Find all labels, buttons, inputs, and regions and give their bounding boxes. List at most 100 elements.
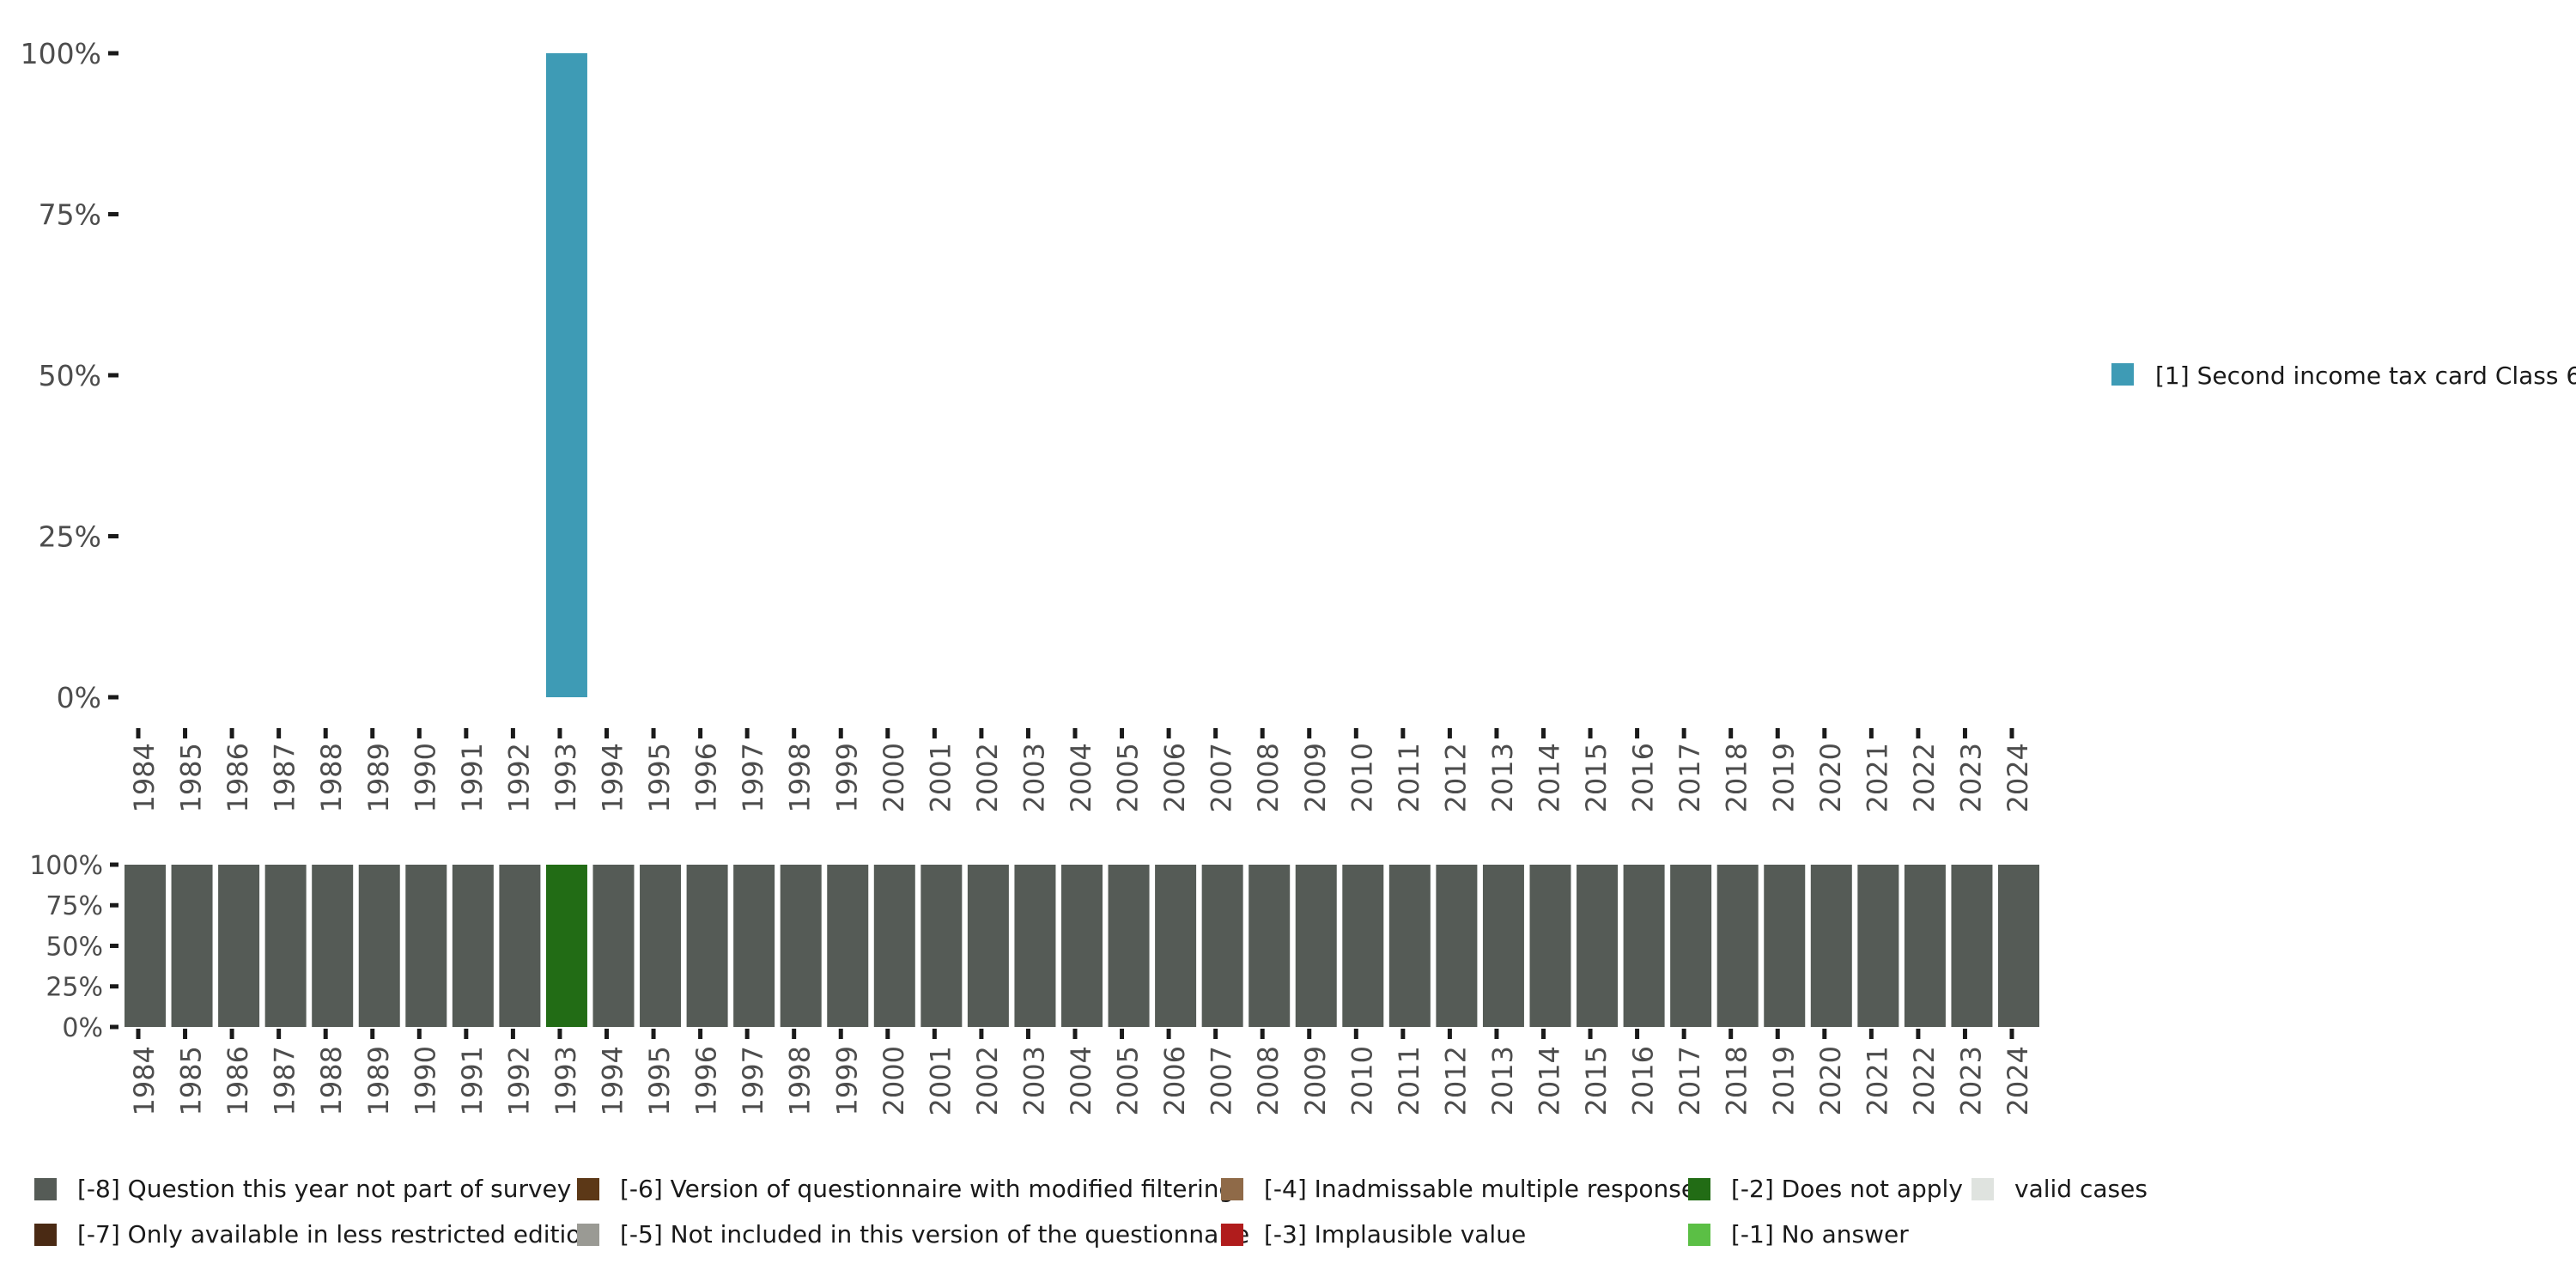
bottom-x-tick-label: 1987 — [269, 1046, 301, 1115]
bottom-x-tick-label: 1994 — [597, 1046, 629, 1115]
top-x-tick-label: 2006 — [1158, 743, 1191, 812]
stacked-bar-1994-0 — [592, 865, 635, 1027]
top-x-tick-label: 1987 — [269, 743, 301, 812]
bottom-x-tick-label: 2003 — [1018, 1046, 1050, 1115]
top-legend: [1] Second income tax card Class 6 — [2111, 361, 2576, 390]
top-x-tick-label: 1994 — [597, 743, 629, 812]
top-x-tick-label: 2015 — [1580, 743, 1613, 812]
legend-label: [-2] Does not apply — [1731, 1175, 1963, 1203]
stacked-bar-2013-0 — [1482, 865, 1524, 1027]
bottom-x-tick-label: 2018 — [1721, 1046, 1753, 1115]
bottom-x-tick-label: 1988 — [315, 1046, 348, 1115]
top-x-tick-label: 2010 — [1346, 743, 1378, 812]
legend-swatch — [2111, 363, 2134, 386]
stacked-bar-1992-0 — [499, 865, 541, 1027]
top-x-tick-label: 2002 — [971, 743, 1004, 812]
bottom-y-tick-label: 25% — [46, 973, 103, 1003]
legend-label: [-5] Not included in this version of the… — [620, 1220, 1249, 1249]
bottom-x-tick-label: 2009 — [1299, 1046, 1332, 1115]
bottom-x-tick-label: 2008 — [1252, 1046, 1285, 1115]
top-x-tick-label: 2004 — [1065, 743, 1097, 812]
bottom-x-tick-label: 2017 — [1674, 1046, 1706, 1115]
top-x-tick-label: 2013 — [1486, 743, 1519, 812]
bottom-x-tick-label: 1991 — [456, 1046, 489, 1115]
legend-label: [1] Second income tax card Class 6 — [2155, 361, 2576, 390]
bottom-x-tick-label: 1997 — [737, 1046, 769, 1115]
bottom-y-tick-label: 75% — [46, 891, 103, 921]
stacked-bar-2006-0 — [1155, 865, 1197, 1027]
stacked-bar-2002-0 — [967, 865, 1009, 1027]
stacked-bar-1997-0 — [733, 865, 775, 1027]
bottom-x-tick-label: 2019 — [1767, 1046, 1800, 1115]
stacked-bar-1996-0 — [686, 865, 728, 1027]
top-x-tick-label: 1989 — [362, 743, 395, 812]
top-x-tick-label: 2011 — [1393, 743, 1425, 812]
bottom-x-tick-label: 1996 — [690, 1046, 723, 1115]
stacked-bar-1986-0 — [218, 865, 260, 1027]
stacked-bar-2015-0 — [1577, 865, 1619, 1027]
bottom-chart-panel: 0% 25% 50% 75% 100% 1984 1985 1986 1987 1988 1989 1… — [29, 851, 2039, 1115]
bottom-x-tick-label: 2001 — [924, 1046, 957, 1115]
bottom-x-tick-label: 2005 — [1112, 1046, 1145, 1115]
top-x-tick-label: 2014 — [1534, 743, 1566, 812]
top-x-tick-label: 2005 — [1112, 743, 1145, 812]
top-x-tick-label: 1997 — [737, 743, 769, 812]
top-x-tick-label: 1999 — [830, 743, 863, 812]
legend-label: [-7] Only available in less restricted e… — [77, 1220, 596, 1249]
bottom-x-tick-label: 1990 — [409, 1046, 441, 1115]
bottom-x-tick-label: 2000 — [878, 1046, 910, 1115]
bottom-y-tick-label: 0% — [62, 1013, 103, 1043]
bottom-x-tick-label: 2015 — [1580, 1046, 1613, 1115]
bottom-x-tick-label: 1999 — [830, 1046, 863, 1115]
top-x-tick-label: 2017 — [1674, 743, 1706, 812]
top-x-tick-label: 2009 — [1299, 743, 1332, 812]
top-y-tick-label: 25% — [39, 519, 101, 553]
bottom-x-tick-label: 1985 — [175, 1046, 208, 1115]
bottom-x-tick-label: 1995 — [643, 1046, 676, 1115]
stacked-bar-2008-0 — [1249, 865, 1291, 1027]
bottom-x-tick-label: 1984 — [128, 1046, 161, 1115]
bottom-x-tick-label: 2013 — [1486, 1046, 1519, 1115]
top-x-tick-label: 2016 — [1627, 743, 1660, 812]
bottom-x-tick-label: 2022 — [1908, 1046, 1941, 1115]
bottom-legend: [-8] Question this year not part of surv… — [34, 1175, 2148, 1249]
top-x-tick-label: 1998 — [784, 743, 817, 812]
stacked-bar-2001-0 — [920, 865, 963, 1027]
stacked-bar-2004-0 — [1061, 865, 1103, 1027]
bottom-x-tick-label: 1993 — [550, 1046, 582, 1115]
stacked-bar-2023-0 — [1951, 865, 1993, 1027]
stacked-bar-1993-1 — [545, 865, 587, 1027]
bottom-x-tick-label: 1986 — [222, 1046, 254, 1115]
legend-label: [-3] Implausible value — [1264, 1220, 1526, 1249]
top-x-tick-label: 2020 — [1814, 743, 1847, 812]
top-x-tick-label: 2023 — [1954, 743, 1987, 812]
legend-swatch — [1971, 1178, 1994, 1200]
top-y-tick-label: 0% — [57, 681, 101, 714]
stacked-bar-2020-0 — [1810, 865, 1852, 1027]
top-x-tick-label: 2024 — [2002, 743, 2034, 812]
bottom-y-tick-label: 100% — [29, 851, 103, 881]
legend-label: [-8] Question this year not part of surv… — [77, 1175, 571, 1203]
legend-swatch — [34, 1178, 57, 1200]
top-y-tick-label: 75% — [39, 197, 101, 231]
stacked-bar-1998-0 — [780, 865, 822, 1027]
bottom-x-tick-label: 2023 — [1954, 1046, 1987, 1115]
stacked-bar-2000-0 — [873, 865, 915, 1027]
bottom-x-tick-label: 2016 — [1627, 1046, 1660, 1115]
bottom-x-tick-label: 2004 — [1065, 1046, 1097, 1115]
top-x-tick-label: 2012 — [1439, 743, 1472, 812]
top-x-tick-label: 1985 — [175, 743, 208, 812]
bottom-x-tick-label: 1992 — [502, 1046, 535, 1115]
legend-swatch — [34, 1224, 57, 1246]
bottom-x-tick-label: 2007 — [1206, 1046, 1238, 1115]
top-x-tick-label: 1991 — [456, 743, 489, 812]
bottom-x-tick-label: 2012 — [1439, 1046, 1472, 1115]
stacked-bar-1984-0 — [125, 865, 166, 1027]
stacked-bar-2014-0 — [1529, 865, 1571, 1027]
stacked-bar-2003-0 — [1014, 865, 1056, 1027]
bottom-x-tick-label: 2021 — [1861, 1046, 1893, 1115]
top-x-tick-label: 1992 — [502, 743, 535, 812]
stacked-bar-2021-0 — [1857, 865, 1899, 1027]
stacked-bar-1988-0 — [312, 865, 354, 1027]
